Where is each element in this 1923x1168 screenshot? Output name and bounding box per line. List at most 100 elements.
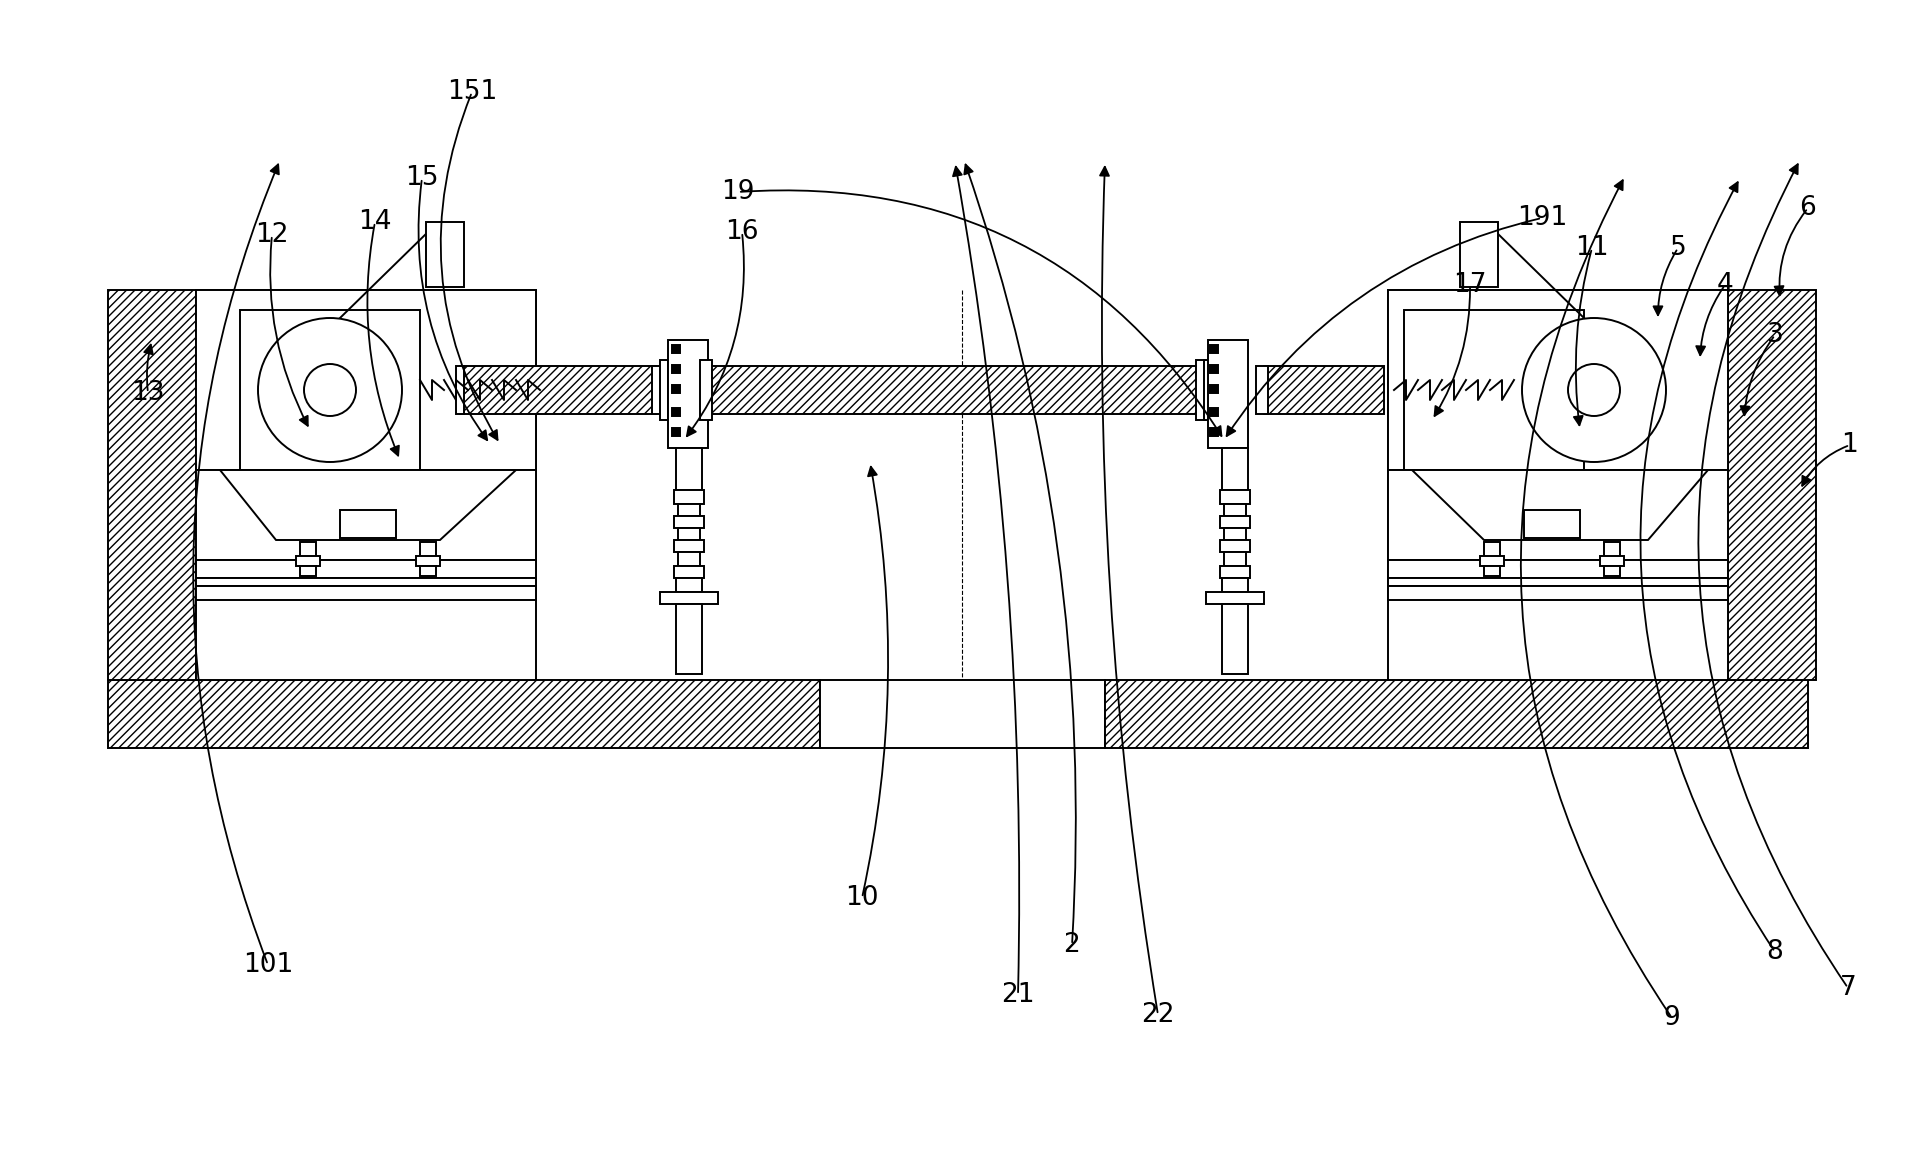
Text: 17: 17 [1452, 272, 1486, 298]
Bar [196, 290, 537, 680]
Text: 101: 101 [242, 952, 292, 978]
Bar [1196, 360, 1208, 420]
Polygon shape [196, 470, 537, 559]
Text: 7: 7 [1838, 975, 1856, 1001]
Text: 22: 22 [1140, 1002, 1175, 1028]
Bar [677, 552, 700, 566]
Bar [1386, 290, 1727, 470]
Bar [196, 290, 537, 470]
Bar [1219, 540, 1250, 552]
Bar [1223, 505, 1246, 516]
Bar [419, 566, 437, 576]
Bar [108, 680, 819, 748]
Circle shape [1567, 364, 1619, 416]
Circle shape [258, 318, 402, 463]
Bar [1263, 366, 1383, 413]
Bar [1210, 364, 1217, 373]
Text: 191: 191 [1515, 206, 1567, 231]
Bar [1221, 449, 1248, 491]
Bar [1208, 340, 1248, 449]
Bar [660, 592, 717, 604]
Bar [1604, 566, 1619, 576]
Bar [667, 340, 708, 449]
Bar [1386, 586, 1727, 600]
Bar [1210, 427, 1217, 436]
Text: 14: 14 [358, 209, 392, 235]
Text: 13: 13 [131, 380, 165, 406]
Text: 2: 2 [1063, 932, 1081, 958]
Text: 1: 1 [1840, 432, 1858, 458]
Bar [1460, 222, 1498, 287]
Bar [1104, 680, 1808, 748]
Bar [1483, 566, 1500, 576]
Bar [1256, 366, 1267, 413]
Text: 6: 6 [1798, 195, 1815, 221]
Bar [300, 566, 315, 576]
Polygon shape [1386, 470, 1727, 559]
Bar [1210, 408, 1217, 416]
Circle shape [304, 364, 356, 416]
Text: 9: 9 [1663, 1004, 1679, 1031]
Bar [671, 364, 679, 373]
Bar [671, 427, 679, 436]
Bar [1210, 345, 1217, 353]
Polygon shape [196, 290, 537, 470]
Bar [300, 542, 315, 559]
Polygon shape [1386, 290, 1727, 470]
Bar [1523, 510, 1579, 538]
Bar [1727, 290, 1815, 680]
Text: 21: 21 [1000, 982, 1035, 1008]
Bar [108, 290, 196, 680]
Bar [1210, 385, 1217, 392]
Bar [1206, 592, 1263, 604]
Bar [660, 360, 667, 420]
Bar [1479, 556, 1504, 566]
Circle shape [1521, 318, 1665, 463]
Text: 151: 151 [446, 79, 496, 105]
Bar [196, 578, 537, 586]
Text: 11: 11 [1575, 235, 1608, 260]
Bar [671, 345, 679, 353]
Bar [1223, 528, 1246, 540]
Bar [460, 366, 656, 413]
Text: 3: 3 [1765, 322, 1783, 348]
Polygon shape [219, 470, 515, 540]
Bar [673, 516, 704, 528]
Bar [677, 505, 700, 516]
Bar [1223, 552, 1246, 566]
Bar [419, 542, 437, 559]
Bar [1483, 542, 1500, 559]
Bar [700, 360, 712, 420]
Bar [1204, 360, 1211, 420]
Bar [425, 222, 463, 287]
Bar [819, 680, 1104, 748]
Bar [1386, 578, 1727, 586]
Bar [1219, 566, 1250, 578]
Bar [196, 586, 537, 600]
Bar [1221, 604, 1248, 674]
Bar [1219, 516, 1250, 528]
Bar [675, 449, 702, 491]
Bar [1386, 290, 1727, 680]
Bar [652, 366, 663, 413]
Text: 4: 4 [1715, 272, 1733, 298]
Bar [296, 556, 319, 566]
Text: 15: 15 [406, 165, 438, 192]
Bar [671, 408, 679, 416]
Polygon shape [1411, 470, 1708, 540]
Bar [673, 540, 704, 552]
Bar [340, 510, 396, 538]
Bar [1404, 310, 1583, 470]
Bar [677, 528, 700, 540]
Bar [1219, 491, 1250, 505]
Bar [708, 366, 1200, 413]
Text: 8: 8 [1765, 939, 1783, 965]
Bar [675, 604, 702, 674]
Bar [240, 310, 419, 470]
Text: 5: 5 [1669, 235, 1685, 260]
Bar [415, 556, 440, 566]
Bar [673, 491, 704, 505]
Bar [1221, 578, 1248, 592]
Text: 19: 19 [721, 179, 754, 206]
Bar [675, 578, 702, 592]
